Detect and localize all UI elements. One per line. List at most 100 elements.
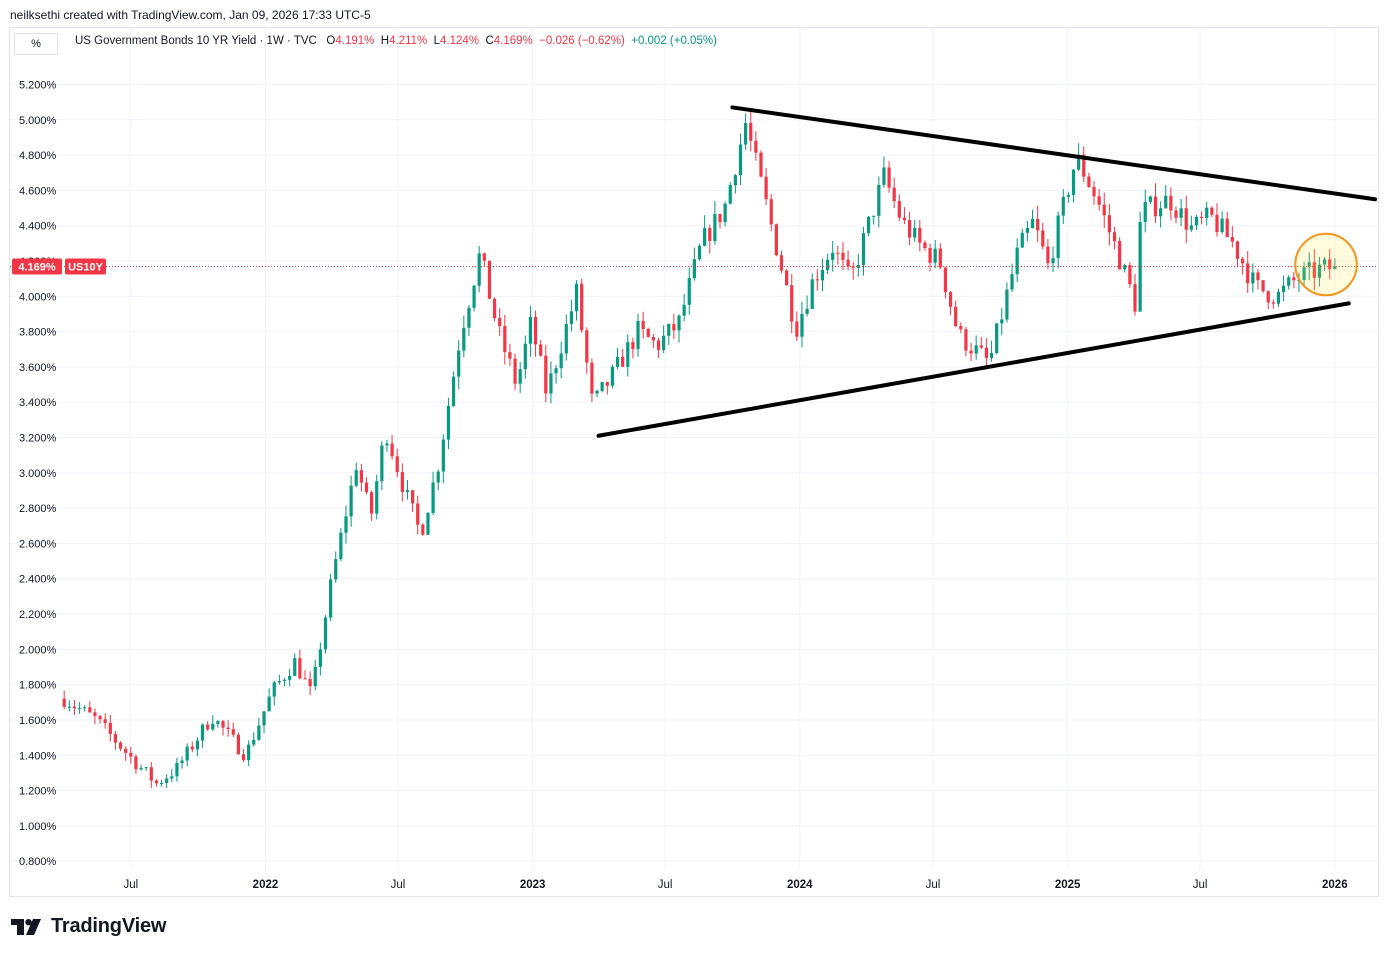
candle-body — [1030, 218, 1035, 228]
candle-body — [636, 321, 640, 350]
candle-body — [554, 368, 558, 374]
x-tick-label: Jul — [658, 879, 673, 891]
y-tick-label: 4.600% — [19, 185, 57, 197]
candle-body — [841, 252, 845, 260]
candle-body — [1287, 277, 1291, 286]
candle-body — [113, 733, 118, 743]
candle-body — [728, 185, 732, 204]
candle-body — [498, 318, 502, 327]
candle-body — [1138, 221, 1142, 312]
candle-body — [370, 492, 374, 514]
candle-body — [564, 323, 568, 354]
candle-body — [247, 744, 251, 761]
candle-body — [810, 279, 814, 309]
candle-body — [979, 345, 983, 348]
candle-body — [1220, 218, 1224, 233]
candle-body — [1210, 207, 1214, 215]
candle-body — [359, 470, 363, 483]
candle-body — [574, 283, 579, 312]
candle-body — [385, 443, 389, 446]
y-tick-label: 3.600% — [19, 362, 57, 374]
candle-body — [1046, 246, 1050, 264]
close-value: 4.169% — [493, 35, 533, 47]
symbol-tag-badge — [65, 258, 106, 275]
candle-body — [1092, 186, 1096, 197]
y-tick-label: 3.200% — [19, 433, 57, 445]
candle-body — [621, 356, 625, 367]
candle-body — [1169, 195, 1173, 211]
candle-body — [984, 347, 989, 358]
candle-body — [1143, 201, 1147, 222]
candle-body — [206, 724, 210, 730]
candle-body — [1133, 284, 1137, 312]
candle-body — [738, 144, 743, 176]
candle-body — [1077, 154, 1081, 170]
candle-body — [1051, 258, 1055, 264]
upper-trendline — [730, 105, 1378, 202]
candle-body — [1000, 319, 1004, 324]
candle-body — [651, 336, 655, 341]
price-scale-unit[interactable]: % — [14, 33, 58, 55]
candle-body — [1225, 218, 1229, 238]
chart-credit: neilksethi created with TradingView.com,… — [10, 8, 371, 22]
candle-body — [785, 270, 789, 286]
candle-body — [641, 321, 645, 329]
y-tick-label: 1.000% — [19, 821, 57, 833]
candle-body — [329, 579, 333, 618]
candle-body — [487, 260, 492, 299]
candle-body — [124, 748, 128, 753]
candle-body — [154, 780, 159, 784]
candle-body — [421, 524, 425, 535]
candle-body — [1148, 196, 1152, 202]
candle-body — [108, 723, 112, 734]
candle-body — [744, 123, 748, 145]
candle-body — [687, 278, 691, 305]
candle-body — [262, 711, 266, 726]
candle-body — [569, 311, 574, 324]
candle-body — [277, 680, 281, 683]
candle-body — [492, 298, 497, 319]
y-tick-label: 2.400% — [19, 574, 57, 586]
candle-body — [779, 255, 784, 271]
x-tick-label: 2024 — [787, 879, 813, 891]
candle-body — [1005, 289, 1009, 320]
candle-body — [159, 782, 164, 784]
candle-body — [98, 716, 102, 720]
candle-body — [226, 727, 230, 730]
candle-body — [93, 712, 97, 717]
candle-body — [149, 767, 153, 781]
candle-body — [1082, 154, 1086, 177]
candle-body — [887, 167, 891, 188]
candle-body — [257, 725, 261, 740]
candle-body — [200, 724, 205, 741]
candle-body — [856, 264, 860, 268]
candle-body — [800, 313, 804, 337]
candle-body — [175, 763, 179, 777]
candle-body — [846, 259, 850, 267]
candle-body — [692, 259, 696, 279]
candle-body — [451, 376, 456, 406]
candle-body — [615, 356, 620, 367]
x-tick-label: Jul — [926, 879, 941, 891]
candle-body — [1317, 264, 1322, 278]
candle-body — [288, 675, 292, 680]
y-tick-label: 3.800% — [19, 327, 57, 339]
candle-body — [580, 283, 584, 331]
tradingview-brand[interactable]: TradingView — [11, 915, 166, 938]
symbol-description[interactable]: US Government Bonds 10 YR Yield · 1W · T… — [75, 35, 317, 47]
candle-body — [472, 285, 476, 308]
candle-body — [585, 330, 589, 363]
candle-body — [446, 405, 451, 440]
candle-body — [672, 324, 676, 331]
candle-body — [892, 187, 896, 202]
candle-body — [241, 754, 246, 761]
symbol-legend[interactable]: US Government Bonds 10 YR Yield · 1W · T… — [75, 35, 717, 47]
candle-body — [1302, 267, 1306, 281]
candle-body — [1271, 302, 1275, 304]
y-tick-label: 4.400% — [19, 221, 57, 233]
candle-body — [318, 649, 322, 667]
candle-body — [769, 199, 773, 225]
y-tick-label: 2.000% — [19, 644, 57, 656]
x-tick-label: 2026 — [1322, 879, 1348, 891]
